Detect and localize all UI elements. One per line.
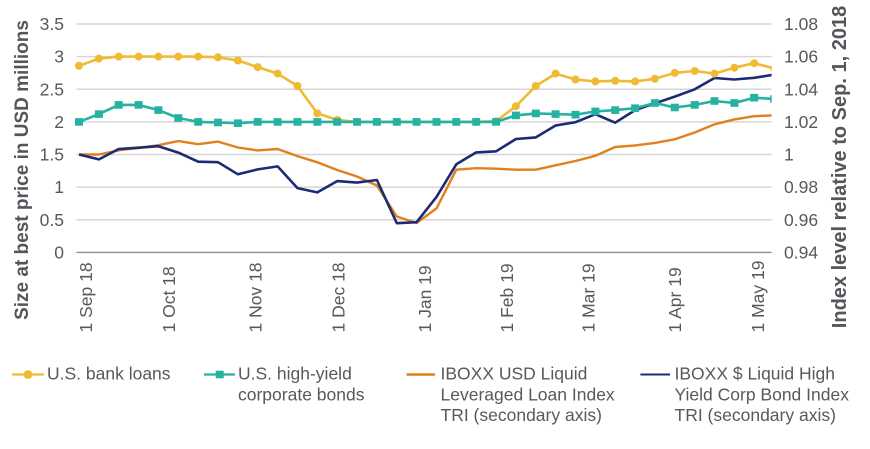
svg-text:1 May 19: 1 May 19	[748, 261, 768, 333]
svg-text:1 Sep 18: 1 Sep 18	[76, 262, 96, 332]
svg-text:Yield Corp Bond Index: Yield Corp Bond Index	[675, 385, 850, 405]
svg-text:1 Mar 19: 1 Mar 19	[579, 263, 599, 332]
svg-text:Index level relative to Sep. 1: Index level relative to Sep. 1, 2018	[829, 6, 851, 328]
svg-text:1 Dec 18: 1 Dec 18	[329, 262, 349, 332]
svg-text:corporate bonds: corporate bonds	[238, 385, 365, 405]
svg-text:1.02: 1.02	[784, 112, 818, 132]
svg-text:0: 0	[54, 242, 64, 262]
svg-text:1.5: 1.5	[40, 145, 64, 165]
svg-text:3: 3	[54, 47, 64, 67]
svg-text:0.96: 0.96	[784, 210, 818, 230]
svg-text:0.94: 0.94	[784, 242, 818, 262]
svg-text:TRI (secondary axis): TRI (secondary axis)	[675, 405, 836, 425]
svg-text:1.08: 1.08	[784, 14, 818, 34]
svg-text:TRI (secondary axis): TRI (secondary axis)	[441, 405, 602, 425]
svg-text:U.S. bank loans: U.S. bank loans	[47, 364, 171, 384]
svg-text:1: 1	[54, 177, 64, 197]
svg-text:1: 1	[784, 145, 794, 165]
svg-text:0.98: 0.98	[784, 177, 818, 197]
svg-text:3.5: 3.5	[40, 14, 64, 34]
svg-text:1 Jan 19: 1 Jan 19	[415, 265, 435, 332]
svg-text:Leveraged Loan Index: Leveraged Loan Index	[441, 385, 615, 405]
svg-text:1 Nov 18: 1 Nov 18	[245, 262, 265, 332]
svg-text:2: 2	[54, 112, 64, 132]
svg-text:IBOXX $ Liquid High: IBOXX $ Liquid High	[675, 364, 836, 384]
svg-text:U.S. high-yield: U.S. high-yield	[238, 364, 352, 384]
svg-text:Size at best price in USD mill: Size at best price in USD millions	[12, 20, 33, 320]
svg-text:1.04: 1.04	[784, 79, 818, 99]
svg-text:1.06: 1.06	[784, 47, 818, 67]
svg-text:IBOXX USD Liquid: IBOXX USD Liquid	[441, 364, 588, 384]
svg-text:2.5: 2.5	[40, 79, 64, 99]
svg-text:1 Apr 19: 1 Apr 19	[665, 267, 685, 332]
svg-text:0.5: 0.5	[40, 210, 64, 230]
svg-text:1 Oct 18: 1 Oct 18	[159, 266, 179, 332]
svg-text:1 Feb 19: 1 Feb 19	[497, 263, 517, 332]
